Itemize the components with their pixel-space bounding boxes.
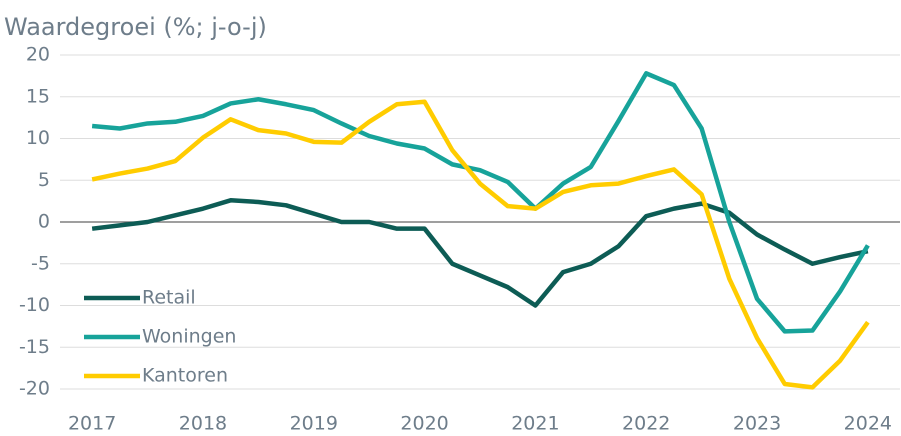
legend-label: Kantoren <box>142 365 228 387</box>
series-line <box>91 71 870 334</box>
x-tick-label: 2023 <box>733 413 781 435</box>
x-tick-label: 2021 <box>511 413 559 435</box>
y-tick-label: 20 <box>26 44 50 66</box>
x-tick-label: 2018 <box>179 413 227 435</box>
y-tick-label: 0 <box>38 211 50 233</box>
y-tick-label: -20 <box>19 378 50 400</box>
series-line <box>91 99 870 390</box>
y-tick-label: 5 <box>38 169 50 191</box>
y-tick-label: 10 <box>26 127 50 149</box>
x-tick-label: 2024 <box>844 413 892 435</box>
x-tick-label: 2020 <box>400 413 448 435</box>
y-tick-label: -5 <box>31 252 50 274</box>
legend-label: Woningen <box>142 326 236 348</box>
y-tick-label: -10 <box>19 294 50 316</box>
x-tick-label: 2019 <box>290 413 338 435</box>
y-tick-label: -15 <box>19 336 50 358</box>
x-tick-label: 2022 <box>622 413 670 435</box>
chart-title: Waardegroei (%; j-o-j) <box>4 13 267 41</box>
series-line <box>91 198 869 308</box>
y-tick-label: 15 <box>26 85 50 107</box>
x-tick-label: 2017 <box>68 413 116 435</box>
legend-label: Retail <box>142 287 196 309</box>
